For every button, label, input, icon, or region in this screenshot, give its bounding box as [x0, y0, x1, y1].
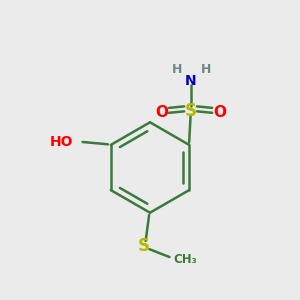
- Text: N: N: [185, 74, 197, 88]
- Text: O: O: [213, 105, 226, 120]
- Text: S: S: [184, 102, 196, 120]
- Text: HO: HO: [50, 135, 73, 149]
- Text: S: S: [138, 237, 150, 255]
- Text: H: H: [171, 63, 182, 76]
- Text: CH₃: CH₃: [173, 253, 197, 266]
- Text: H: H: [201, 63, 211, 76]
- Text: O: O: [155, 105, 168, 120]
